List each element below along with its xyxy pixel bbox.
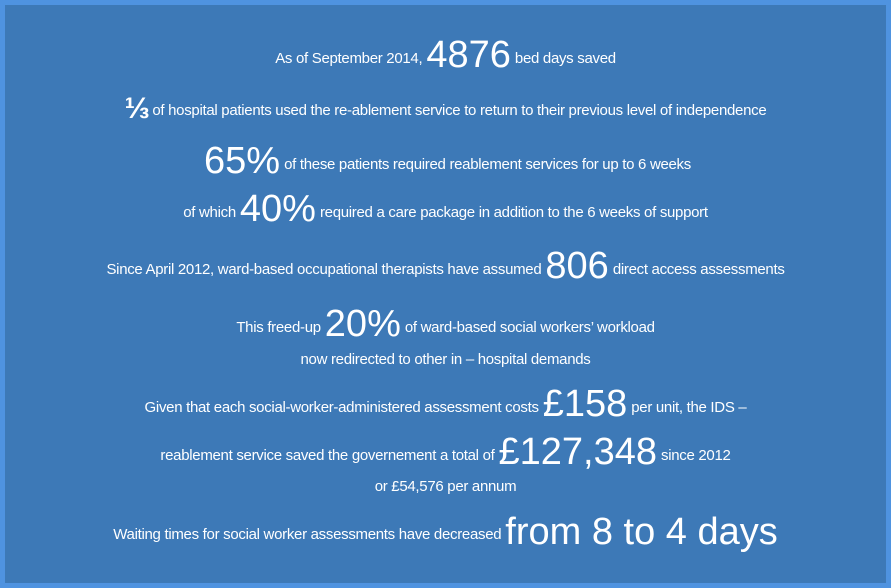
stat-group: Given that each social-worker-administer… [144,382,747,496]
highlight-number: ⅓ [124,92,150,126]
stat-line: This freed-up 20% of ward-based social wor… [236,302,655,346]
text: per unit, the IDS – [631,398,747,416]
highlight-number: 65% [204,139,281,182]
text: direct access assessments [612,261,785,279]
stat-group: This freed-up 20% of ward-based social wor… [236,302,655,369]
text: required a care package in addition to t… [319,203,708,221]
text: since 2012 [661,446,731,464]
text: Given that each social-worker-administer… [144,398,539,416]
text: As of September 2014, [275,49,423,67]
stat-line: Since April 2012, ward-based occupationa… [106,245,785,288]
text: This freed-up [236,318,321,336]
text: of hospital patients used the re-ablemen… [152,102,767,120]
highlight-number: 4876 [426,33,511,76]
stat-line: 65% of these patients required reablement… [200,139,691,183]
stat-line: Waiting times for social worker assessme… [113,510,778,554]
text: reablement service saved the governement… [160,446,495,464]
highlight-number: 40% [239,187,316,230]
stat-line: of which 40% required a care package in ad… [183,187,708,231]
highlight-number: £127,348 [498,430,658,473]
stat-line: ⅓ of hospital patients used the re-ableme… [125,92,767,125]
highlight-number: 20% [324,302,401,345]
text: of which [183,203,236,221]
stat-line: Given that each social-worker-administer… [144,382,747,426]
text: or £54,576 per annum [374,478,517,496]
highlight-number: from 8 to 4 days [505,510,778,553]
stat-line: As of September 2014, 4876 bed days saved [275,33,616,77]
text: Waiting times for social worker assessme… [113,525,502,543]
text: bed days saved [514,49,616,67]
text: Since April 2012, ward-based occupationa… [106,261,542,279]
highlight-number: 806 [545,245,609,288]
stat-line: now redirected to other in – hospital de… [300,350,591,369]
text: of ward-based social workers’ workload [404,318,655,336]
stat-group: 65% of these patients required reablement… [183,139,708,231]
text: of these patients required reablement se… [284,155,691,173]
text: now redirected to other in – hospital de… [300,350,591,368]
highlight-number: £158 [542,382,628,425]
stat-line: or £54,576 per annum [375,479,517,496]
stat-line: reablement service saved the governement… [160,430,731,474]
